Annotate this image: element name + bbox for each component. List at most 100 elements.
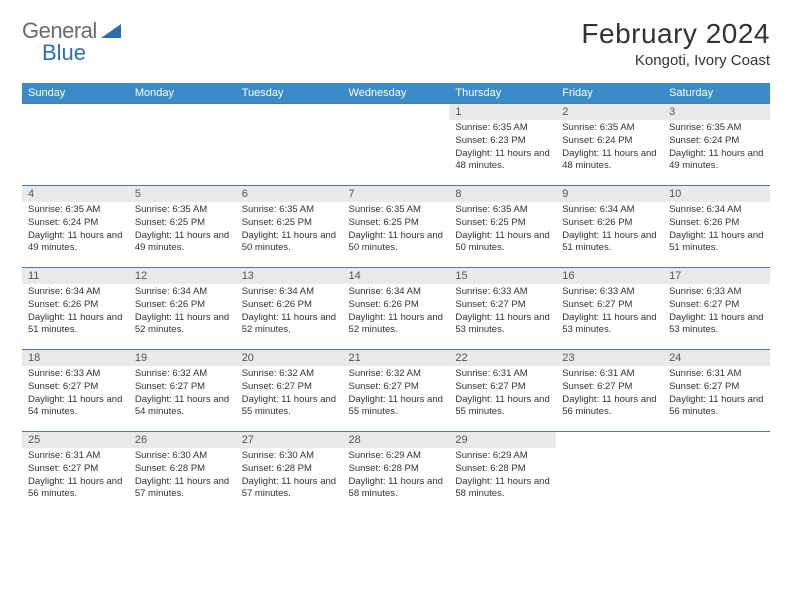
day-number: 5 [129,186,236,202]
day-number: 4 [22,186,129,202]
day-info: Sunrise: 6:32 AMSunset: 6:27 PMDaylight:… [236,366,343,421]
calendar-day-cell: 7Sunrise: 6:35 AMSunset: 6:25 PMDaylight… [343,186,450,268]
calendar-day-cell: 19Sunrise: 6:32 AMSunset: 6:27 PMDayligh… [129,350,236,432]
calendar-table: SundayMondayTuesdayWednesdayThursdayFrid… [22,83,770,514]
day-number: 17 [663,268,770,284]
calendar-day-cell: 23Sunrise: 6:31 AMSunset: 6:27 PMDayligh… [556,350,663,432]
day-number: 16 [556,268,663,284]
day-number: 13 [236,268,343,284]
calendar-week-row: 11Sunrise: 6:34 AMSunset: 6:26 PMDayligh… [22,268,770,350]
calendar-header-row: SundayMondayTuesdayWednesdayThursdayFrid… [22,83,770,104]
calendar-body: 1Sunrise: 6:35 AMSunset: 6:23 PMDaylight… [22,104,770,514]
day-info: Sunrise: 6:29 AMSunset: 6:28 PMDaylight:… [449,448,556,503]
day-info: Sunrise: 6:31 AMSunset: 6:27 PMDaylight:… [449,366,556,421]
day-number: 29 [449,432,556,448]
day-number: 22 [449,350,556,366]
day-number: 19 [129,350,236,366]
day-info: Sunrise: 6:35 AMSunset: 6:25 PMDaylight:… [129,202,236,257]
calendar-week-row: 18Sunrise: 6:33 AMSunset: 6:27 PMDayligh… [22,350,770,432]
calendar-day-cell: 20Sunrise: 6:32 AMSunset: 6:27 PMDayligh… [236,350,343,432]
weekday-header: Thursday [449,83,556,104]
weekday-header: Wednesday [343,83,450,104]
calendar-day-cell: 12Sunrise: 6:34 AMSunset: 6:26 PMDayligh… [129,268,236,350]
day-info: Sunrise: 6:31 AMSunset: 6:27 PMDaylight:… [663,366,770,421]
calendar-day-cell: 17Sunrise: 6:33 AMSunset: 6:27 PMDayligh… [663,268,770,350]
day-info: Sunrise: 6:30 AMSunset: 6:28 PMDaylight:… [129,448,236,503]
title-block: February 2024 Kongoti, Ivory Coast [581,18,770,69]
day-number: 28 [343,432,450,448]
day-info: Sunrise: 6:31 AMSunset: 6:27 PMDaylight:… [22,448,129,503]
day-info: Sunrise: 6:35 AMSunset: 6:24 PMDaylight:… [663,120,770,175]
calendar-day-cell: 13Sunrise: 6:34 AMSunset: 6:26 PMDayligh… [236,268,343,350]
day-info: Sunrise: 6:35 AMSunset: 6:23 PMDaylight:… [449,120,556,175]
calendar-day-cell: 26Sunrise: 6:30 AMSunset: 6:28 PMDayligh… [129,432,236,514]
day-info: Sunrise: 6:35 AMSunset: 6:24 PMDaylight:… [22,202,129,257]
calendar-day-cell: 14Sunrise: 6:34 AMSunset: 6:26 PMDayligh… [343,268,450,350]
calendar-week-row: 4Sunrise: 6:35 AMSunset: 6:24 PMDaylight… [22,186,770,268]
calendar-day-cell: 21Sunrise: 6:32 AMSunset: 6:27 PMDayligh… [343,350,450,432]
header: General February 2024 Kongoti, Ivory Coa… [22,18,770,69]
calendar-day-cell: 28Sunrise: 6:29 AMSunset: 6:28 PMDayligh… [343,432,450,514]
day-number: 23 [556,350,663,366]
calendar-week-row: 1Sunrise: 6:35 AMSunset: 6:23 PMDaylight… [22,104,770,186]
weekday-header: Sunday [22,83,129,104]
day-info: Sunrise: 6:32 AMSunset: 6:27 PMDaylight:… [129,366,236,421]
calendar-day-cell: 29Sunrise: 6:29 AMSunset: 6:28 PMDayligh… [449,432,556,514]
calendar-day-cell [236,104,343,186]
day-info: Sunrise: 6:33 AMSunset: 6:27 PMDaylight:… [449,284,556,339]
day-info: Sunrise: 6:32 AMSunset: 6:27 PMDaylight:… [343,366,450,421]
calendar-day-cell: 16Sunrise: 6:33 AMSunset: 6:27 PMDayligh… [556,268,663,350]
weekday-header: Friday [556,83,663,104]
day-number: 20 [236,350,343,366]
calendar-day-cell: 15Sunrise: 6:33 AMSunset: 6:27 PMDayligh… [449,268,556,350]
calendar-day-cell: 5Sunrise: 6:35 AMSunset: 6:25 PMDaylight… [129,186,236,268]
day-number: 27 [236,432,343,448]
day-info: Sunrise: 6:34 AMSunset: 6:26 PMDaylight:… [236,284,343,339]
weekday-header: Saturday [663,83,770,104]
calendar-day-cell: 18Sunrise: 6:33 AMSunset: 6:27 PMDayligh… [22,350,129,432]
location: Kongoti, Ivory Coast [581,52,770,69]
calendar-day-cell: 24Sunrise: 6:31 AMSunset: 6:27 PMDayligh… [663,350,770,432]
weekday-header: Monday [129,83,236,104]
day-info: Sunrise: 6:35 AMSunset: 6:25 PMDaylight:… [449,202,556,257]
day-info: Sunrise: 6:34 AMSunset: 6:26 PMDaylight:… [343,284,450,339]
day-number: 21 [343,350,450,366]
day-info: Sunrise: 6:33 AMSunset: 6:27 PMDaylight:… [556,284,663,339]
brand-triangle-icon [101,24,121,40]
day-number: 14 [343,268,450,284]
calendar-day-cell: 6Sunrise: 6:35 AMSunset: 6:25 PMDaylight… [236,186,343,268]
day-info: Sunrise: 6:35 AMSunset: 6:25 PMDaylight:… [236,202,343,257]
day-info: Sunrise: 6:29 AMSunset: 6:28 PMDaylight:… [343,448,450,503]
calendar-day-cell: 8Sunrise: 6:35 AMSunset: 6:25 PMDaylight… [449,186,556,268]
day-number: 15 [449,268,556,284]
brand-part2: Blue [42,40,86,66]
calendar-week-row: 25Sunrise: 6:31 AMSunset: 6:27 PMDayligh… [22,432,770,514]
calendar-day-cell: 9Sunrise: 6:34 AMSunset: 6:26 PMDaylight… [556,186,663,268]
calendar-day-cell: 1Sunrise: 6:35 AMSunset: 6:23 PMDaylight… [449,104,556,186]
calendar-day-cell [663,432,770,514]
day-number: 2 [556,104,663,120]
calendar-day-cell: 3Sunrise: 6:35 AMSunset: 6:24 PMDaylight… [663,104,770,186]
day-info: Sunrise: 6:34 AMSunset: 6:26 PMDaylight:… [556,202,663,257]
day-info: Sunrise: 6:33 AMSunset: 6:27 PMDaylight:… [22,366,129,421]
day-info: Sunrise: 6:34 AMSunset: 6:26 PMDaylight:… [129,284,236,339]
day-info: Sunrise: 6:35 AMSunset: 6:24 PMDaylight:… [556,120,663,175]
day-number: 3 [663,104,770,120]
calendar-day-cell [129,104,236,186]
day-number: 18 [22,350,129,366]
day-number: 8 [449,186,556,202]
day-number: 6 [236,186,343,202]
calendar-day-cell [22,104,129,186]
day-info: Sunrise: 6:34 AMSunset: 6:26 PMDaylight:… [663,202,770,257]
day-info: Sunrise: 6:34 AMSunset: 6:26 PMDaylight:… [22,284,129,339]
day-number: 7 [343,186,450,202]
calendar-day-cell: 25Sunrise: 6:31 AMSunset: 6:27 PMDayligh… [22,432,129,514]
day-number: 10 [663,186,770,202]
day-info: Sunrise: 6:35 AMSunset: 6:25 PMDaylight:… [343,202,450,257]
calendar-day-cell: 11Sunrise: 6:34 AMSunset: 6:26 PMDayligh… [22,268,129,350]
day-number: 1 [449,104,556,120]
calendar-day-cell: 27Sunrise: 6:30 AMSunset: 6:28 PMDayligh… [236,432,343,514]
calendar-day-cell: 22Sunrise: 6:31 AMSunset: 6:27 PMDayligh… [449,350,556,432]
month-title: February 2024 [581,18,770,50]
calendar-day-cell [343,104,450,186]
